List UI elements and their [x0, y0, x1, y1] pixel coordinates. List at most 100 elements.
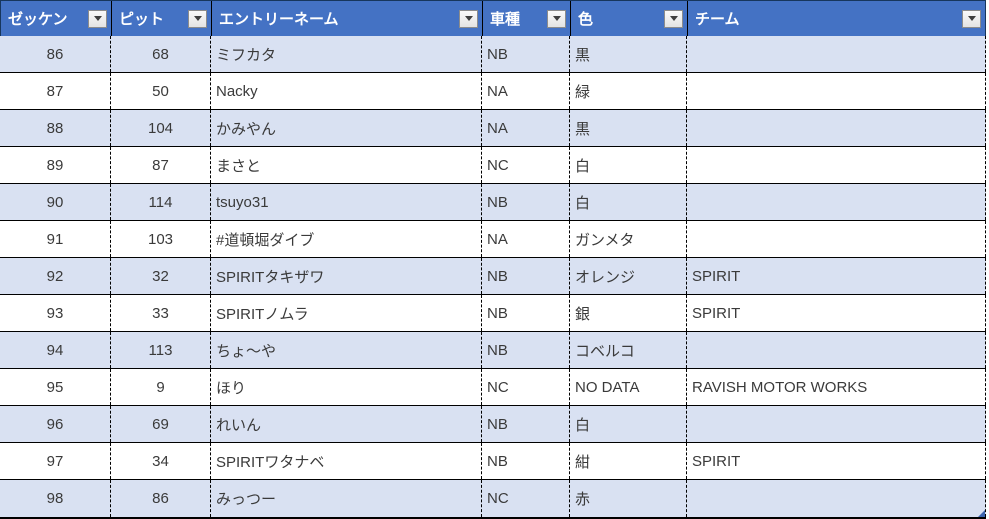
cell-pit[interactable]: 50 [111, 73, 211, 109]
cell-team[interactable] [687, 184, 986, 220]
cell-team[interactable] [687, 36, 986, 72]
cell-zekken[interactable]: 91 [0, 221, 111, 257]
cell-entry-name[interactable]: tsuyo31 [211, 184, 482, 220]
table-resize-handle[interactable] [978, 510, 985, 517]
cell-team[interactable] [687, 332, 986, 368]
table-row: 96 69 れいん NB 白 [0, 406, 986, 443]
cell-team[interactable]: SPIRIT [687, 295, 986, 331]
cell-entry-name[interactable]: ミフカタ [211, 36, 482, 72]
cell-team[interactable]: SPIRIT [687, 443, 986, 479]
cell-entry-name[interactable]: Nacky [211, 73, 482, 109]
header-cell-pit[interactable]: ピット [112, 1, 212, 36]
cell-car-type[interactable]: NC [482, 480, 570, 517]
cell-color[interactable]: コベルコ [570, 332, 687, 368]
cell-zekken[interactable]: 87 [0, 73, 111, 109]
cell-color[interactable]: 赤 [570, 480, 687, 517]
cell-car-type[interactable]: NC [482, 369, 570, 405]
filter-button-car-type[interactable] [547, 9, 566, 28]
cell-zekken[interactable]: 94 [0, 332, 111, 368]
filter-button-pit[interactable] [188, 9, 207, 28]
cell-pit[interactable]: 9 [111, 369, 211, 405]
cell-zekken[interactable]: 92 [0, 258, 111, 294]
cell-car-type[interactable]: NA [482, 73, 570, 109]
header-label-car-type: 車種 [490, 11, 521, 28]
cell-zekken[interactable]: 98 [0, 480, 111, 517]
cell-color[interactable]: 白 [570, 406, 687, 442]
table-row: 94 113 ちょ～や NB コベルコ [0, 332, 986, 369]
cell-entry-name[interactable]: SPIRITタキザワ [211, 258, 482, 294]
cell-color[interactable]: 紺 [570, 443, 687, 479]
cell-team[interactable]: RAVISH MOTOR WORKS [687, 369, 986, 405]
cell-zekken[interactable]: 95 [0, 369, 111, 405]
cell-color[interactable]: 黒 [570, 36, 687, 72]
cell-team[interactable] [687, 221, 986, 257]
filter-button-zekken[interactable] [88, 9, 107, 28]
cell-team[interactable] [687, 110, 986, 146]
cell-entry-name[interactable]: ほり [211, 369, 482, 405]
cell-pit[interactable]: 113 [111, 332, 211, 368]
cell-pit[interactable]: 69 [111, 406, 211, 442]
cell-color[interactable]: 銀 [570, 295, 687, 331]
cell-car-type[interactable]: NA [482, 221, 570, 257]
cell-car-type[interactable]: NB [482, 36, 570, 72]
cell-entry-name[interactable]: みっつー [211, 480, 482, 517]
cell-zekken[interactable]: 93 [0, 295, 111, 331]
cell-color[interactable]: オレンジ [570, 258, 687, 294]
cell-car-type[interactable]: NB [482, 295, 570, 331]
header-row: ゼッケン ピット エントリーネーム 車種 色 チーム [0, 1, 986, 36]
cell-entry-name[interactable]: まさと [211, 147, 482, 183]
cell-zekken[interactable]: 97 [0, 443, 111, 479]
cell-color[interactable]: 黒 [570, 110, 687, 146]
cell-zekken[interactable]: 96 [0, 406, 111, 442]
header-cell-color[interactable]: 色 [571, 1, 688, 36]
cell-entry-name[interactable]: かみやん [211, 110, 482, 146]
table-row: 95 9 ほり NC NO DATA RAVISH MOTOR WORKS [0, 369, 986, 406]
cell-pit[interactable]: 32 [111, 258, 211, 294]
cell-entry-name[interactable]: SPIRITワタナベ [211, 443, 482, 479]
cell-car-type[interactable]: NB [482, 258, 570, 294]
cell-color[interactable]: 白 [570, 147, 687, 183]
cell-car-type[interactable]: NB [482, 406, 570, 442]
cell-zekken[interactable]: 86 [0, 36, 111, 72]
header-cell-entry-name[interactable]: エントリーネーム [212, 1, 483, 36]
cell-entry-name[interactable]: れいん [211, 406, 482, 442]
cell-team[interactable] [687, 480, 986, 517]
cell-team[interactable] [687, 406, 986, 442]
cell-entry-name[interactable]: #道頓堀ダイブ [211, 221, 482, 257]
cell-pit[interactable]: 104 [111, 110, 211, 146]
cell-car-type[interactable]: NB [482, 332, 570, 368]
cell-pit[interactable]: 86 [111, 480, 211, 517]
cell-zekken[interactable]: 88 [0, 110, 111, 146]
table-row: 88 104 かみやん NA 黒 [0, 110, 986, 147]
cell-color[interactable]: ガンメタ [570, 221, 687, 257]
cell-car-type[interactable]: NB [482, 184, 570, 220]
cell-pit[interactable]: 33 [111, 295, 211, 331]
cell-entry-name[interactable]: SPIRITノムラ [211, 295, 482, 331]
cell-team[interactable]: SPIRIT [687, 258, 986, 294]
filter-button-team[interactable] [962, 9, 981, 28]
cell-zekken[interactable]: 89 [0, 147, 111, 183]
cell-car-type[interactable]: NC [482, 147, 570, 183]
cell-pit[interactable]: 87 [111, 147, 211, 183]
header-cell-car-type[interactable]: 車種 [483, 1, 571, 36]
cell-pit[interactable]: 114 [111, 184, 211, 220]
cell-color[interactable]: 緑 [570, 73, 687, 109]
cell-color[interactable]: 白 [570, 184, 687, 220]
cell-car-type[interactable]: NA [482, 110, 570, 146]
cell-pit[interactable]: 103 [111, 221, 211, 257]
cell-car-type[interactable]: NB [482, 443, 570, 479]
cell-team[interactable] [687, 73, 986, 109]
cell-entry-name[interactable]: ちょ～や [211, 332, 482, 368]
cell-zekken[interactable]: 90 [0, 184, 111, 220]
cell-pit[interactable]: 34 [111, 443, 211, 479]
cell-pit[interactable]: 68 [111, 36, 211, 72]
filter-button-color[interactable] [664, 9, 683, 28]
cell-team[interactable] [687, 147, 986, 183]
header-cell-zekken[interactable]: ゼッケン [1, 1, 112, 36]
header-cell-team[interactable]: チーム [688, 1, 986, 36]
filter-button-entry-name[interactable] [459, 9, 478, 28]
header-label-entry-name: エントリーネーム [219, 11, 339, 28]
cell-color[interactable]: NO DATA [570, 369, 687, 405]
table-row: 89 87 まさと NC 白 [0, 147, 986, 184]
